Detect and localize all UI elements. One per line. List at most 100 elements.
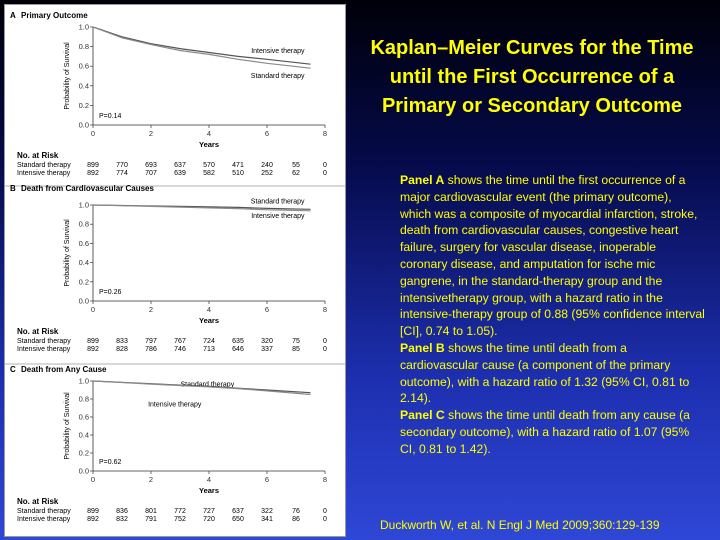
panel-c-risk-row-label: Intensive therapy <box>17 516 71 523</box>
panel-c-risk-value: 892 <box>87 516 99 523</box>
panel-c-risk-value: 899 <box>87 508 99 515</box>
panel-c-x-label: Years <box>199 486 219 495</box>
panel-a-x-tick-label: 0 <box>91 129 95 138</box>
panel-b-risk-value: 786 <box>145 346 157 353</box>
panel-c-risk-value: 720 <box>203 516 215 523</box>
panel-a-y-label: Probability of Survival <box>64 42 71 110</box>
panel-b-x-tick-label: 0 <box>91 305 95 314</box>
panel-a-risk-value: 892 <box>87 170 99 177</box>
panel-a-y-tick-label: 0.8 <box>79 42 89 51</box>
panel-b-risk-heading: No. at Risk <box>17 327 59 336</box>
panel-c-y-tick-label: 0.2 <box>79 449 89 458</box>
panel-a-y-tick-label: 0.6 <box>79 62 89 71</box>
panel-c-series-label: Standard therapy <box>180 382 234 389</box>
panel-b-y-tick-label: 0.2 <box>79 277 89 286</box>
panel-b-risk-value: 337 <box>261 346 273 353</box>
citation: Duckworth W, et al. N Engl J Med 2009;36… <box>380 518 660 532</box>
panel-a-risk-value: 774 <box>116 170 128 177</box>
panel-a-y-tick-label: 0.4 <box>79 81 89 90</box>
panel-b-risk-value: 75 <box>292 338 300 345</box>
panel-b-x-tick-label: 6 <box>265 305 269 314</box>
panel-c-risk-value: 832 <box>116 516 128 523</box>
panel-a-title: Primary Outcome <box>21 11 88 20</box>
description-text: Panel A shows the time until the first o… <box>400 172 705 458</box>
panel-b-y-tick-label: 0.6 <box>79 239 89 248</box>
panel-a-y-tick-label: 1.0 <box>79 23 89 32</box>
panel-a-risk-value: 582 <box>203 170 215 177</box>
panel-b-risk-value: 899 <box>87 338 99 345</box>
panel-a-letter: A <box>10 11 16 20</box>
panel-b-text: shows the time until death from a cardio… <box>400 340 690 406</box>
panel-b-risk-value: 797 <box>145 338 157 345</box>
panel-a-risk-value: 693 <box>145 162 157 169</box>
panel-b-x-label: Years <box>199 316 219 325</box>
panel-a-risk-value: 55 <box>292 162 300 169</box>
panel-c-risk-row-label: Standard therapy <box>17 508 71 515</box>
panel-a-risk-value: 637 <box>174 162 186 169</box>
panel-c-y-label: Probability of Survival <box>64 392 71 460</box>
panel-c-x-tick-label: 2 <box>149 475 153 484</box>
panel-c-risk-heading: No. at Risk <box>17 497 59 506</box>
panel-c-lead: Panel C <box>400 408 445 423</box>
panel-c-x-tick-label: 0 <box>91 475 95 484</box>
panel-c-x-tick-label: 8 <box>323 475 327 484</box>
km-figure: A Primary Outcome 0.0 0.2 0.4 0.6 0.8 1.0 0 2 4 6 8 Y… <box>4 4 346 537</box>
panel-c-y-tick-label: 1.0 <box>79 377 89 386</box>
panel-b-risk-value: 320 <box>261 338 273 345</box>
panel-b-series-label: Standard therapy <box>251 198 305 205</box>
panel-c-risk-value: 650 <box>232 516 244 523</box>
panel-b-y-tick-label: 0.8 <box>79 220 89 229</box>
panel-a-y-tick-label: 0.2 <box>79 101 89 110</box>
panel-b-risk-value: 0 <box>323 338 327 345</box>
panel-a-p-value: P=0.14 <box>99 113 121 120</box>
panel-c-risk-value: 727 <box>203 508 215 515</box>
panel-a-series-label: Standard therapy <box>251 73 305 80</box>
panel-c-y-tick-label: 0.4 <box>79 431 89 440</box>
panel-b-risk-value: 833 <box>116 338 128 345</box>
panel-c-text: shows the time until death from any caus… <box>400 408 690 456</box>
panel-b-risk-value: 892 <box>87 346 99 353</box>
panel-c-letter: C <box>10 365 16 374</box>
panel-c-risk-value: 76 <box>292 508 300 515</box>
panel-b-x-tick-label: 4 <box>207 305 211 314</box>
panel-c-y-tick-label: 0.8 <box>79 395 89 404</box>
panel-b-series-label: Intensive therapy <box>251 213 305 220</box>
panel-c-y-tick-label: 0.0 <box>79 467 89 476</box>
panel-a-x-tick-label: 4 <box>207 129 211 138</box>
panel-c-series-line <box>92 380 311 396</box>
panel-a-x-tick-label: 6 <box>265 129 269 138</box>
panel-a-risk-value: 770 <box>116 162 128 169</box>
panel-c-risk-value: 322 <box>261 508 273 515</box>
panel-b-risk-value: 828 <box>116 346 128 353</box>
panel-a-x-label: Years <box>199 140 219 149</box>
panel-b-y-tick-label: 1.0 <box>79 201 89 210</box>
panel-b-risk-value: 0 <box>323 346 327 353</box>
panel-a-lead: Panel A <box>400 173 445 187</box>
panel-b-risk-value: 746 <box>174 346 186 353</box>
panel-c-risk-value: 0 <box>323 508 327 515</box>
panel-a-risk-value: 639 <box>174 170 186 177</box>
panel-c-y-tick-label: 0.6 <box>79 413 89 422</box>
panel-c-risk-value: 637 <box>232 508 244 515</box>
panel-a-risk-value: 570 <box>203 162 215 169</box>
panel-c-risk-value: 791 <box>145 516 157 523</box>
panel-b-letter: B <box>10 184 16 193</box>
panel-a-risk-value: 240 <box>261 162 273 169</box>
panel-a-text: shows the time until the first occurrenc… <box>400 173 705 339</box>
panel-a-risk-value: 707 <box>145 170 157 177</box>
panel-a-risk-value: 899 <box>87 162 99 169</box>
panel-a-risk-value: 471 <box>232 162 244 169</box>
panel-b-p-value: P=0.26 <box>99 289 121 296</box>
panel-a-risk-value: 0 <box>323 162 327 169</box>
panel-a-risk-row-label: Intensive therapy <box>17 170 71 177</box>
panel-b-y-tick-label: 0.4 <box>79 258 89 267</box>
panel-a-series-line <box>92 26 311 69</box>
panel-c-risk-value: 0 <box>323 516 327 523</box>
panel-b-risk-value: 646 <box>232 346 244 353</box>
panel-b-x-tick-label: 2 <box>149 305 153 314</box>
panel-b-x-tick-label: 8 <box>323 305 327 314</box>
panel-a-series-line <box>92 26 311 65</box>
panel-a-risk-value: 62 <box>292 170 300 177</box>
panel-c-risk-value: 86 <box>292 516 300 523</box>
panel-b-y-tick-label: 0.0 <box>79 297 89 306</box>
